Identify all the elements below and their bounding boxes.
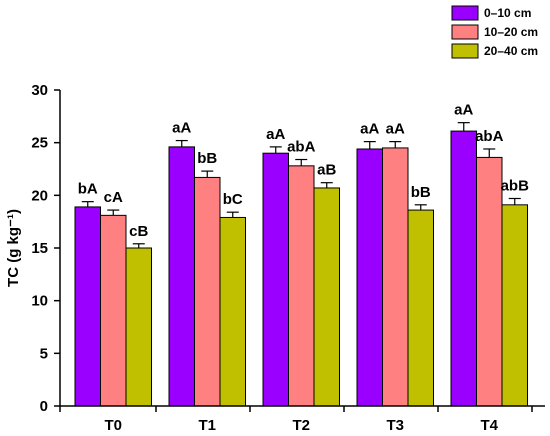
bar	[450, 130, 477, 407]
legend-swatch	[451, 24, 479, 40]
bar	[125, 247, 152, 407]
significance-label: aA	[266, 126, 285, 143]
significance-label: abA	[287, 139, 316, 156]
bar	[288, 165, 315, 407]
bar	[356, 148, 383, 407]
y-tick-label: 0	[40, 398, 48, 415]
significance-label: bA	[78, 181, 98, 198]
bar	[476, 156, 503, 407]
significance-label: cB	[129, 223, 148, 240]
bar	[194, 176, 221, 407]
legend-swatch	[451, 5, 479, 21]
significance-label: bB	[197, 150, 217, 167]
axes-group: 0 5 10 15 20 25 30 T0 T1 T2 T3 T4	[31, 82, 545, 434]
bar	[313, 187, 340, 407]
x-tick-label: T0	[104, 417, 122, 434]
bar	[382, 147, 409, 407]
significance-label: bC	[223, 191, 243, 208]
bar	[168, 146, 195, 407]
bar	[74, 206, 101, 407]
significance-label: aA	[454, 102, 473, 119]
bar	[407, 209, 434, 407]
y-tick-label: 5	[40, 345, 48, 362]
bar	[100, 214, 127, 407]
significance-label: abA	[475, 128, 504, 145]
significance-label: cA	[104, 189, 123, 206]
significance-label: abB	[501, 177, 530, 194]
bar	[262, 152, 289, 407]
x-tick-label: T3	[386, 417, 404, 434]
bar	[219, 216, 246, 407]
x-tick-label: T1	[198, 417, 216, 434]
bar	[501, 204, 528, 407]
y-tick-label: 20	[31, 187, 48, 204]
legend-label: 0–10 cm	[484, 6, 531, 20]
x-tick-label: T2	[292, 417, 310, 434]
y-tick-label: 25	[31, 135, 48, 152]
significance-label: aA	[360, 121, 379, 138]
y-tick-label: 15	[31, 240, 48, 257]
legend: 0–10 cm 10–20 cm 20–40 cm	[451, 5, 538, 59]
legend-swatch	[451, 43, 479, 59]
y-tick-label: 30	[31, 82, 48, 99]
y-axis-title: TC (g kg⁻¹)	[5, 209, 22, 287]
significance-label: aA	[172, 120, 191, 137]
significance-label: bB	[411, 184, 431, 201]
significance-label: aB	[317, 162, 336, 179]
x-tick-label: T4	[480, 417, 498, 434]
significance-label: aA	[386, 121, 405, 138]
legend-label: 10–20 cm	[484, 25, 538, 39]
legend-label: 20–40 cm	[484, 44, 538, 58]
y-tick-label: 10	[31, 293, 48, 310]
